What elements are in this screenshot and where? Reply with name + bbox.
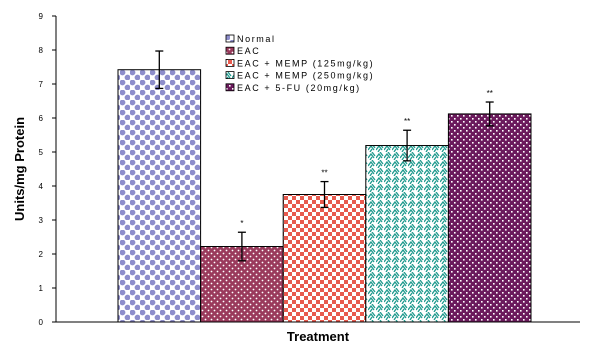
y-tick-label: 6	[39, 114, 44, 123]
y-tick-label: 0	[39, 318, 44, 327]
y-tick-label: 7	[39, 80, 44, 89]
significance-label-2: **	[321, 169, 327, 178]
y-tick-label: 8	[39, 46, 44, 55]
y-tick-label: 4	[39, 182, 44, 191]
significance-label-4: **	[487, 89, 493, 98]
bar-3	[365, 145, 449, 323]
legend-label-3: EAC + MEMP (250mg/kg)	[237, 71, 374, 81]
legend-swatch-1	[225, 46, 235, 55]
bar-0	[117, 69, 202, 323]
y-tick-label: 2	[39, 250, 44, 259]
y-tick-label: 5	[39, 148, 44, 157]
legend: Normal EAC EAC + MEMP (125mg/kg) EAC + MEMP…	[225, 34, 374, 93]
x-axis-title: Treatment	[287, 329, 350, 343]
y-tick-label: 9	[39, 12, 44, 21]
legend-swatch-0	[225, 34, 235, 43]
legend-label-0: Normal	[237, 34, 276, 44]
legend-label-2: EAC + MEMP (125mg/kg)	[237, 58, 374, 68]
y-tick-label: 1	[39, 284, 44, 293]
y-axis-title: Units/mg Protein	[12, 117, 27, 221]
bar-4	[447, 113, 532, 323]
y-tick-label: 3	[39, 216, 44, 225]
legend-label-4: EAC + 5-FU (20mg/kg)	[237, 83, 361, 93]
legend-label-1: EAC	[237, 46, 260, 56]
legend-swatch-3	[225, 71, 235, 79]
legend-swatch-2	[225, 59, 235, 67]
bar-2	[282, 194, 367, 323]
y-axis-ticks: 0 1 2 3 4 5 6 7 8 9	[39, 12, 56, 327]
legend-swatch-4	[225, 83, 235, 92]
significance-label-3: **	[404, 117, 410, 126]
significance-label-1: *	[240, 219, 243, 228]
bars-group: *******	[117, 50, 532, 323]
